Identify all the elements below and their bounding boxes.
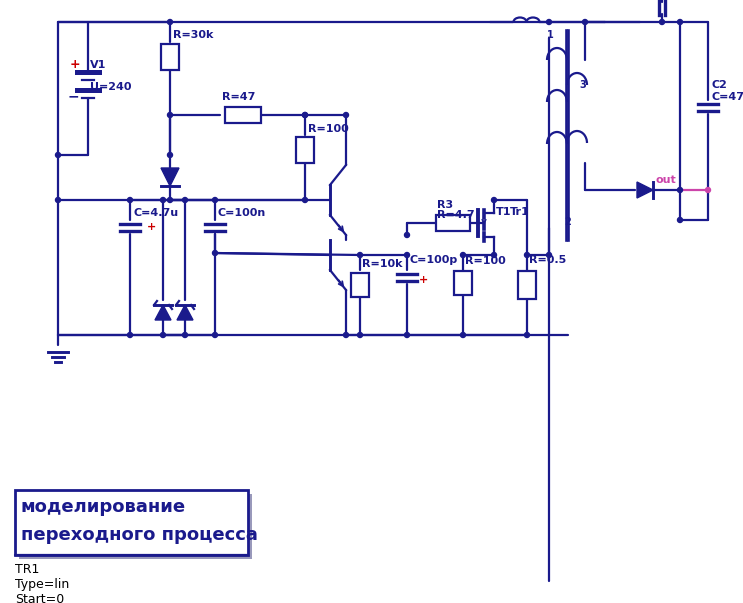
Text: Tr1: Tr1 — [510, 207, 530, 217]
Circle shape — [343, 332, 348, 338]
Bar — [161, 44, 179, 70]
Circle shape — [357, 253, 363, 257]
Text: C=100n: C=100n — [218, 208, 266, 218]
Circle shape — [128, 198, 132, 203]
Text: R=100: R=100 — [465, 256, 506, 266]
Circle shape — [343, 113, 348, 118]
Circle shape — [583, 19, 588, 25]
Circle shape — [167, 113, 172, 118]
Polygon shape — [637, 182, 653, 198]
Text: R3: R3 — [437, 200, 453, 210]
Circle shape — [357, 332, 363, 338]
Circle shape — [160, 332, 166, 338]
Circle shape — [212, 332, 218, 338]
Text: C=4.7u: C=4.7u — [133, 208, 178, 218]
Bar — [518, 271, 536, 299]
Text: 3: 3 — [579, 80, 585, 90]
Circle shape — [404, 332, 409, 338]
Circle shape — [212, 198, 218, 203]
Circle shape — [183, 332, 187, 338]
Bar — [351, 273, 369, 297]
Circle shape — [525, 332, 530, 338]
Text: Start=0: Start=0 — [15, 593, 64, 603]
Circle shape — [525, 253, 530, 257]
Circle shape — [461, 332, 466, 338]
Bar — [436, 215, 470, 231]
Circle shape — [167, 153, 172, 157]
Circle shape — [160, 198, 166, 203]
Text: R=30k: R=30k — [173, 30, 213, 40]
Text: C=100p: C=100p — [409, 255, 457, 265]
Bar — [225, 107, 261, 123]
Text: +: + — [147, 222, 156, 232]
Text: R=0.5: R=0.5 — [529, 255, 566, 265]
Circle shape — [461, 253, 466, 257]
Text: Type=lin: Type=lin — [15, 578, 69, 591]
Text: +: + — [419, 275, 428, 285]
Text: R=47: R=47 — [222, 92, 256, 102]
Polygon shape — [155, 305, 171, 320]
Text: T1: T1 — [496, 207, 511, 217]
Text: U=240: U=240 — [90, 82, 132, 92]
Circle shape — [492, 253, 496, 257]
Text: TR1: TR1 — [15, 563, 39, 576]
Text: C2: C2 — [711, 80, 727, 90]
Text: R=10k: R=10k — [362, 259, 403, 269]
Bar — [15, 490, 248, 555]
Text: 2: 2 — [564, 217, 571, 227]
Circle shape — [660, 19, 664, 25]
Text: R=4.7: R=4.7 — [437, 210, 475, 220]
Text: C=470u: C=470u — [711, 92, 743, 102]
Circle shape — [128, 332, 132, 338]
Text: V1: V1 — [90, 60, 106, 70]
Text: −: − — [68, 89, 80, 103]
Circle shape — [302, 113, 308, 118]
Circle shape — [404, 233, 409, 238]
Circle shape — [167, 198, 172, 203]
Text: переходного процесса: переходного процесса — [21, 526, 258, 544]
Circle shape — [212, 250, 218, 256]
Bar — [454, 271, 472, 295]
Text: R=100: R=100 — [308, 124, 348, 134]
Circle shape — [302, 198, 308, 203]
Circle shape — [547, 19, 551, 25]
Circle shape — [492, 198, 496, 203]
Text: моделирование: моделирование — [21, 498, 186, 516]
Circle shape — [678, 188, 683, 192]
Circle shape — [547, 253, 551, 257]
Polygon shape — [177, 305, 193, 320]
Circle shape — [706, 188, 710, 192]
Circle shape — [404, 253, 409, 257]
Circle shape — [167, 19, 172, 25]
Circle shape — [302, 113, 308, 118]
Circle shape — [56, 153, 60, 157]
Bar — [19, 494, 252, 559]
Bar — [296, 137, 314, 163]
Circle shape — [183, 198, 187, 203]
Text: 1: 1 — [547, 30, 554, 40]
Circle shape — [678, 218, 683, 223]
Text: +: + — [70, 58, 81, 71]
Polygon shape — [161, 168, 179, 186]
Text: out: out — [655, 175, 675, 185]
Circle shape — [56, 198, 60, 203]
Circle shape — [678, 19, 683, 25]
